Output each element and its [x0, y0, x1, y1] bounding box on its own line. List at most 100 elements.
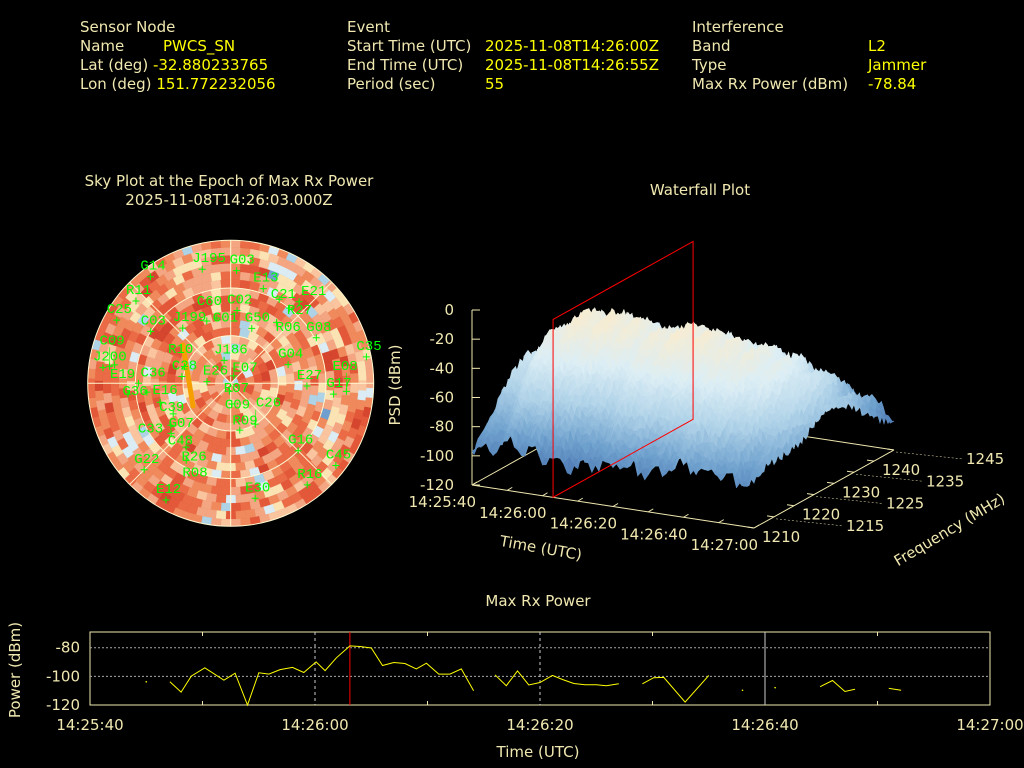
time-tick	[506, 486, 513, 491]
satellite-label: C35	[356, 339, 381, 355]
satellite-label: G50	[245, 310, 270, 326]
frequency-tick	[786, 504, 795, 507]
satellite-R07: R07	[224, 381, 249, 397]
satellite-label: G16	[288, 433, 313, 449]
satellite-C39: C39	[156, 398, 184, 416]
band-value: L2	[868, 37, 886, 55]
end-label: End Time (UTC)	[347, 56, 464, 74]
sky-cell	[365, 368, 374, 379]
frequency-tick	[766, 515, 775, 518]
sky-cell	[215, 510, 227, 520]
time-tick	[718, 519, 725, 524]
sky-cell	[230, 271, 241, 280]
satellite-label: R09	[232, 414, 257, 430]
satellite-label: R16	[297, 467, 322, 483]
frequency-tick	[826, 481, 835, 484]
sky-cell	[348, 392, 359, 404]
sensor-node-panel: Sensor Node Name PWCS_SN Lat (deg) -32.88…	[80, 18, 276, 94]
sky-cell	[285, 373, 295, 384]
sky-cell	[365, 387, 374, 399]
satellite-G09: G09	[225, 398, 250, 414]
satellite-label: G03	[230, 253, 255, 269]
time-tick	[753, 524, 760, 529]
sky-cell	[220, 240, 231, 248]
sky-cell	[357, 390, 367, 402]
satellite-label: E12	[156, 482, 181, 498]
sky-cell	[215, 478, 227, 488]
time-tick	[612, 503, 619, 507]
sky-cell	[215, 461, 227, 472]
sky-cell	[234, 445, 246, 456]
sky-cell	[230, 279, 241, 288]
frequency-tick	[746, 526, 755, 529]
period-value: 55	[485, 75, 505, 93]
satellite-label: J199	[173, 310, 207, 326]
sky-cell	[239, 279, 251, 290]
satellite-label: G09	[225, 398, 250, 414]
satellite-label: C03	[141, 313, 166, 329]
max-power-value: -78.84	[868, 75, 917, 93]
interference-panel: Interference Band L2 Type Jammer Max Rx Po…	[692, 18, 926, 94]
sky-cell	[230, 518, 241, 527]
satellite-R27: R27	[285, 303, 312, 319]
sky-cell	[111, 394, 121, 407]
sky-cell	[220, 486, 231, 496]
name-value: PWCS_SN	[163, 37, 236, 55]
sky-cell	[94, 390, 105, 402]
sky-cell	[87, 387, 96, 399]
sky-cell	[87, 368, 96, 379]
sky-cell	[301, 387, 311, 399]
sky-cell	[357, 370, 367, 382]
sky-cell	[110, 385, 120, 397]
sky-cell	[230, 327, 241, 337]
sky-cell	[210, 501, 222, 512]
satellite-label: G08	[306, 320, 331, 336]
sky-cell	[230, 438, 241, 448]
sky-cell	[102, 383, 112, 394]
frequency-tick	[866, 459, 875, 462]
satellite-label: J186	[214, 342, 248, 358]
satellite-label: C33	[138, 422, 163, 438]
satellite-label: G14	[140, 259, 165, 275]
sky-cell	[309, 385, 319, 397]
satellite-C01: C01	[213, 310, 238, 326]
satellite-label: G07	[169, 416, 194, 432]
name-label: Name	[80, 37, 125, 55]
satellite-label: C09	[100, 333, 125, 349]
sky-cell	[230, 486, 241, 496]
sky-cell	[220, 271, 231, 280]
sky-cell	[210, 279, 222, 290]
satellite-label: C45	[326, 448, 351, 464]
type-value: Jammer	[868, 56, 927, 74]
satellite-label: E16	[153, 383, 178, 399]
sky-cell	[220, 279, 231, 288]
satellite-label: E19	[110, 367, 135, 383]
sky-cell	[230, 240, 241, 248]
satellite-label: C02	[227, 293, 252, 309]
sensor-node-title: Sensor Node	[80, 18, 176, 36]
event-panel: Event Start Time (UTC) 2025-11-08T14:26:0…	[347, 18, 659, 94]
satellite-label: E13	[253, 271, 278, 287]
satellite-label: R27	[287, 303, 312, 319]
frequency-tick	[886, 448, 895, 451]
satellite-label: R06	[276, 320, 301, 336]
sky-cell	[278, 375, 287, 387]
sky-cell	[239, 501, 251, 512]
time-tick	[542, 492, 548, 497]
sky-cell	[215, 494, 227, 504]
sky-cell	[166, 373, 176, 384]
satellite-label: C21	[271, 287, 296, 303]
sky-cell	[239, 271, 251, 282]
event-title: Event	[347, 18, 390, 36]
band-label: Band	[692, 37, 731, 55]
sky-cell	[94, 380, 104, 392]
waterfall-surface	[471, 306, 895, 488]
satellite-label: R08	[182, 466, 207, 482]
satellite-label: G22	[134, 452, 159, 468]
sky-plot-epoch: 2025-11-08T14:26:03.000Z	[125, 191, 332, 209]
satellite-label: G04	[278, 347, 303, 363]
start-value: 2025-11-08T14:26:00Z	[485, 37, 659, 55]
interference-title: Interference	[692, 18, 784, 36]
sky-cell	[356, 360, 367, 372]
sky-cell	[230, 454, 241, 464]
